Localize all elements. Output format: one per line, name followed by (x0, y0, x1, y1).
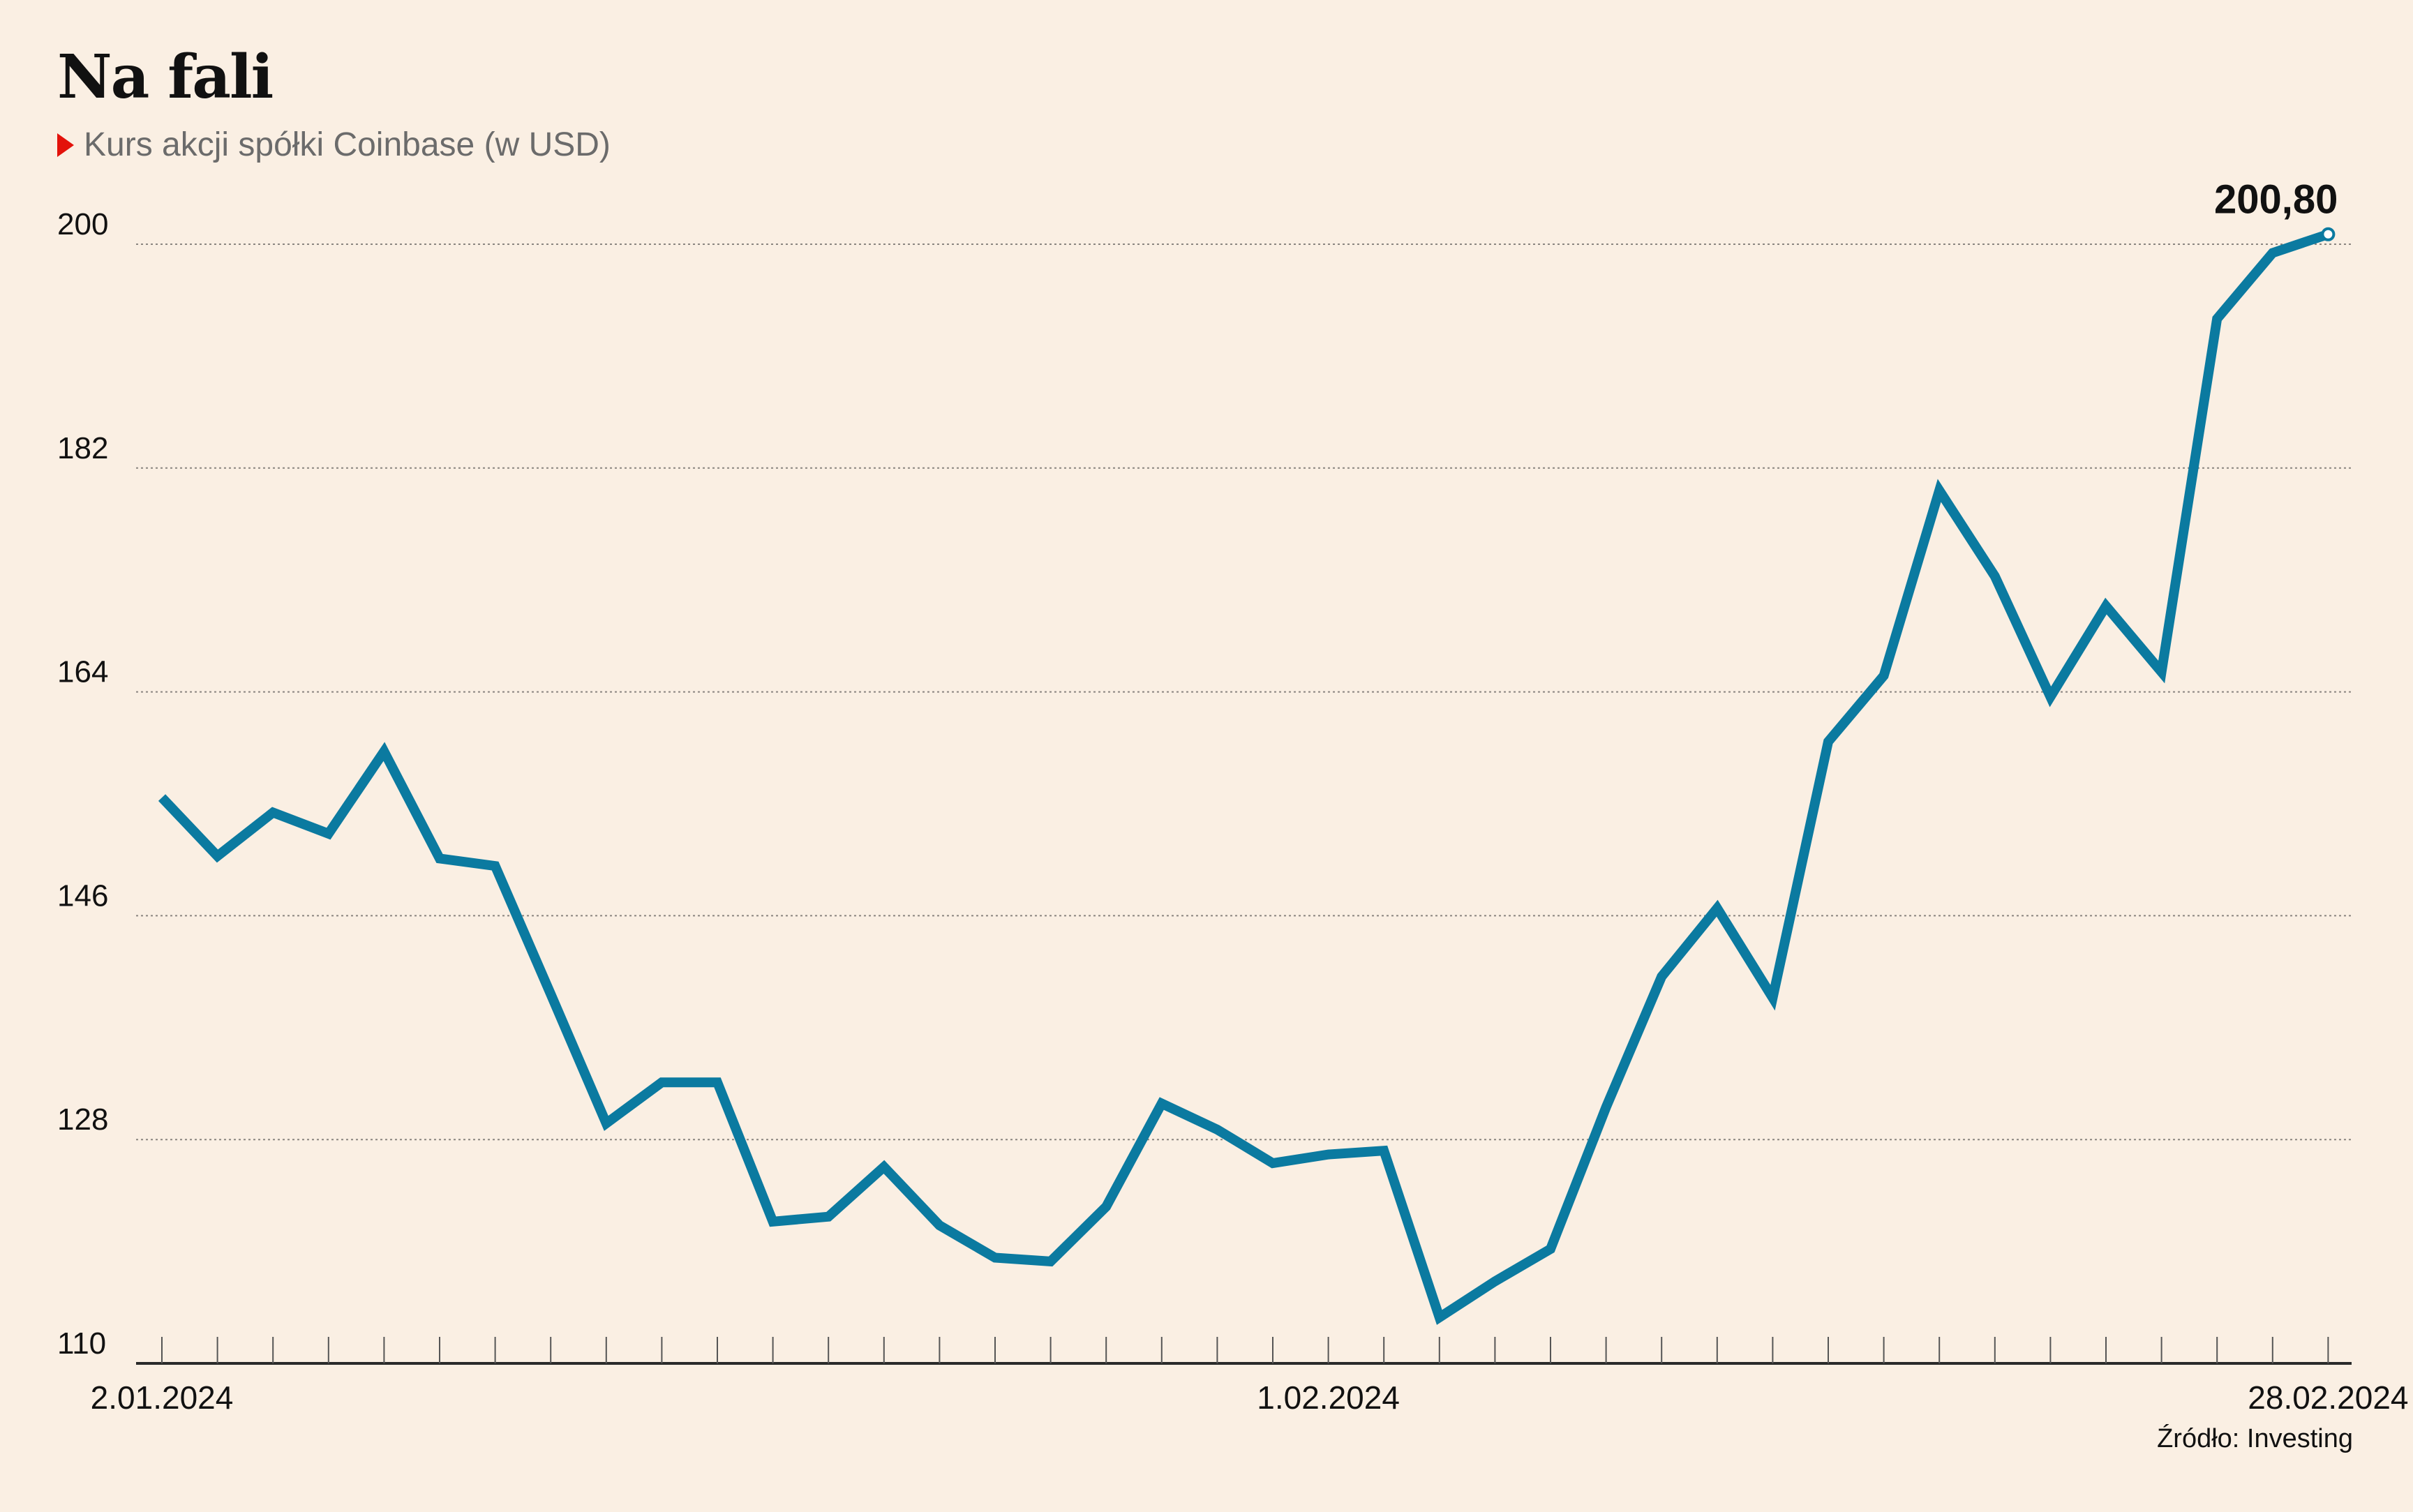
source-note: Źródło: Investing (2157, 1424, 2353, 1453)
chart-subtitle: Kurs akcji spółki Coinbase (w USD) (57, 126, 611, 165)
chart-title: Na fali (57, 42, 274, 112)
y-tick-label: 182 (57, 431, 108, 465)
last-value-marker (2321, 227, 2336, 241)
x-tick-label: 2.01.2024 (91, 1379, 234, 1416)
y-tick-label: 146 (57, 878, 108, 913)
y-tick-label: 128 (57, 1102, 108, 1137)
x-tick-label: 28.02.2024 (2248, 1379, 2408, 1416)
y-tick-label: 200 (57, 207, 108, 241)
x-tick-label: 1.02.2024 (1257, 1379, 1400, 1416)
last-value-label: 200,80 (2214, 177, 2338, 223)
red-triangle-icon (57, 133, 74, 157)
y-tick-label: 110 (57, 1326, 106, 1361)
y-tick-label: 164 (57, 655, 108, 689)
series-line (158, 230, 2330, 1325)
chart-subtitle-text: Kurs akcji spółki Coinbase (w USD) (84, 126, 611, 163)
